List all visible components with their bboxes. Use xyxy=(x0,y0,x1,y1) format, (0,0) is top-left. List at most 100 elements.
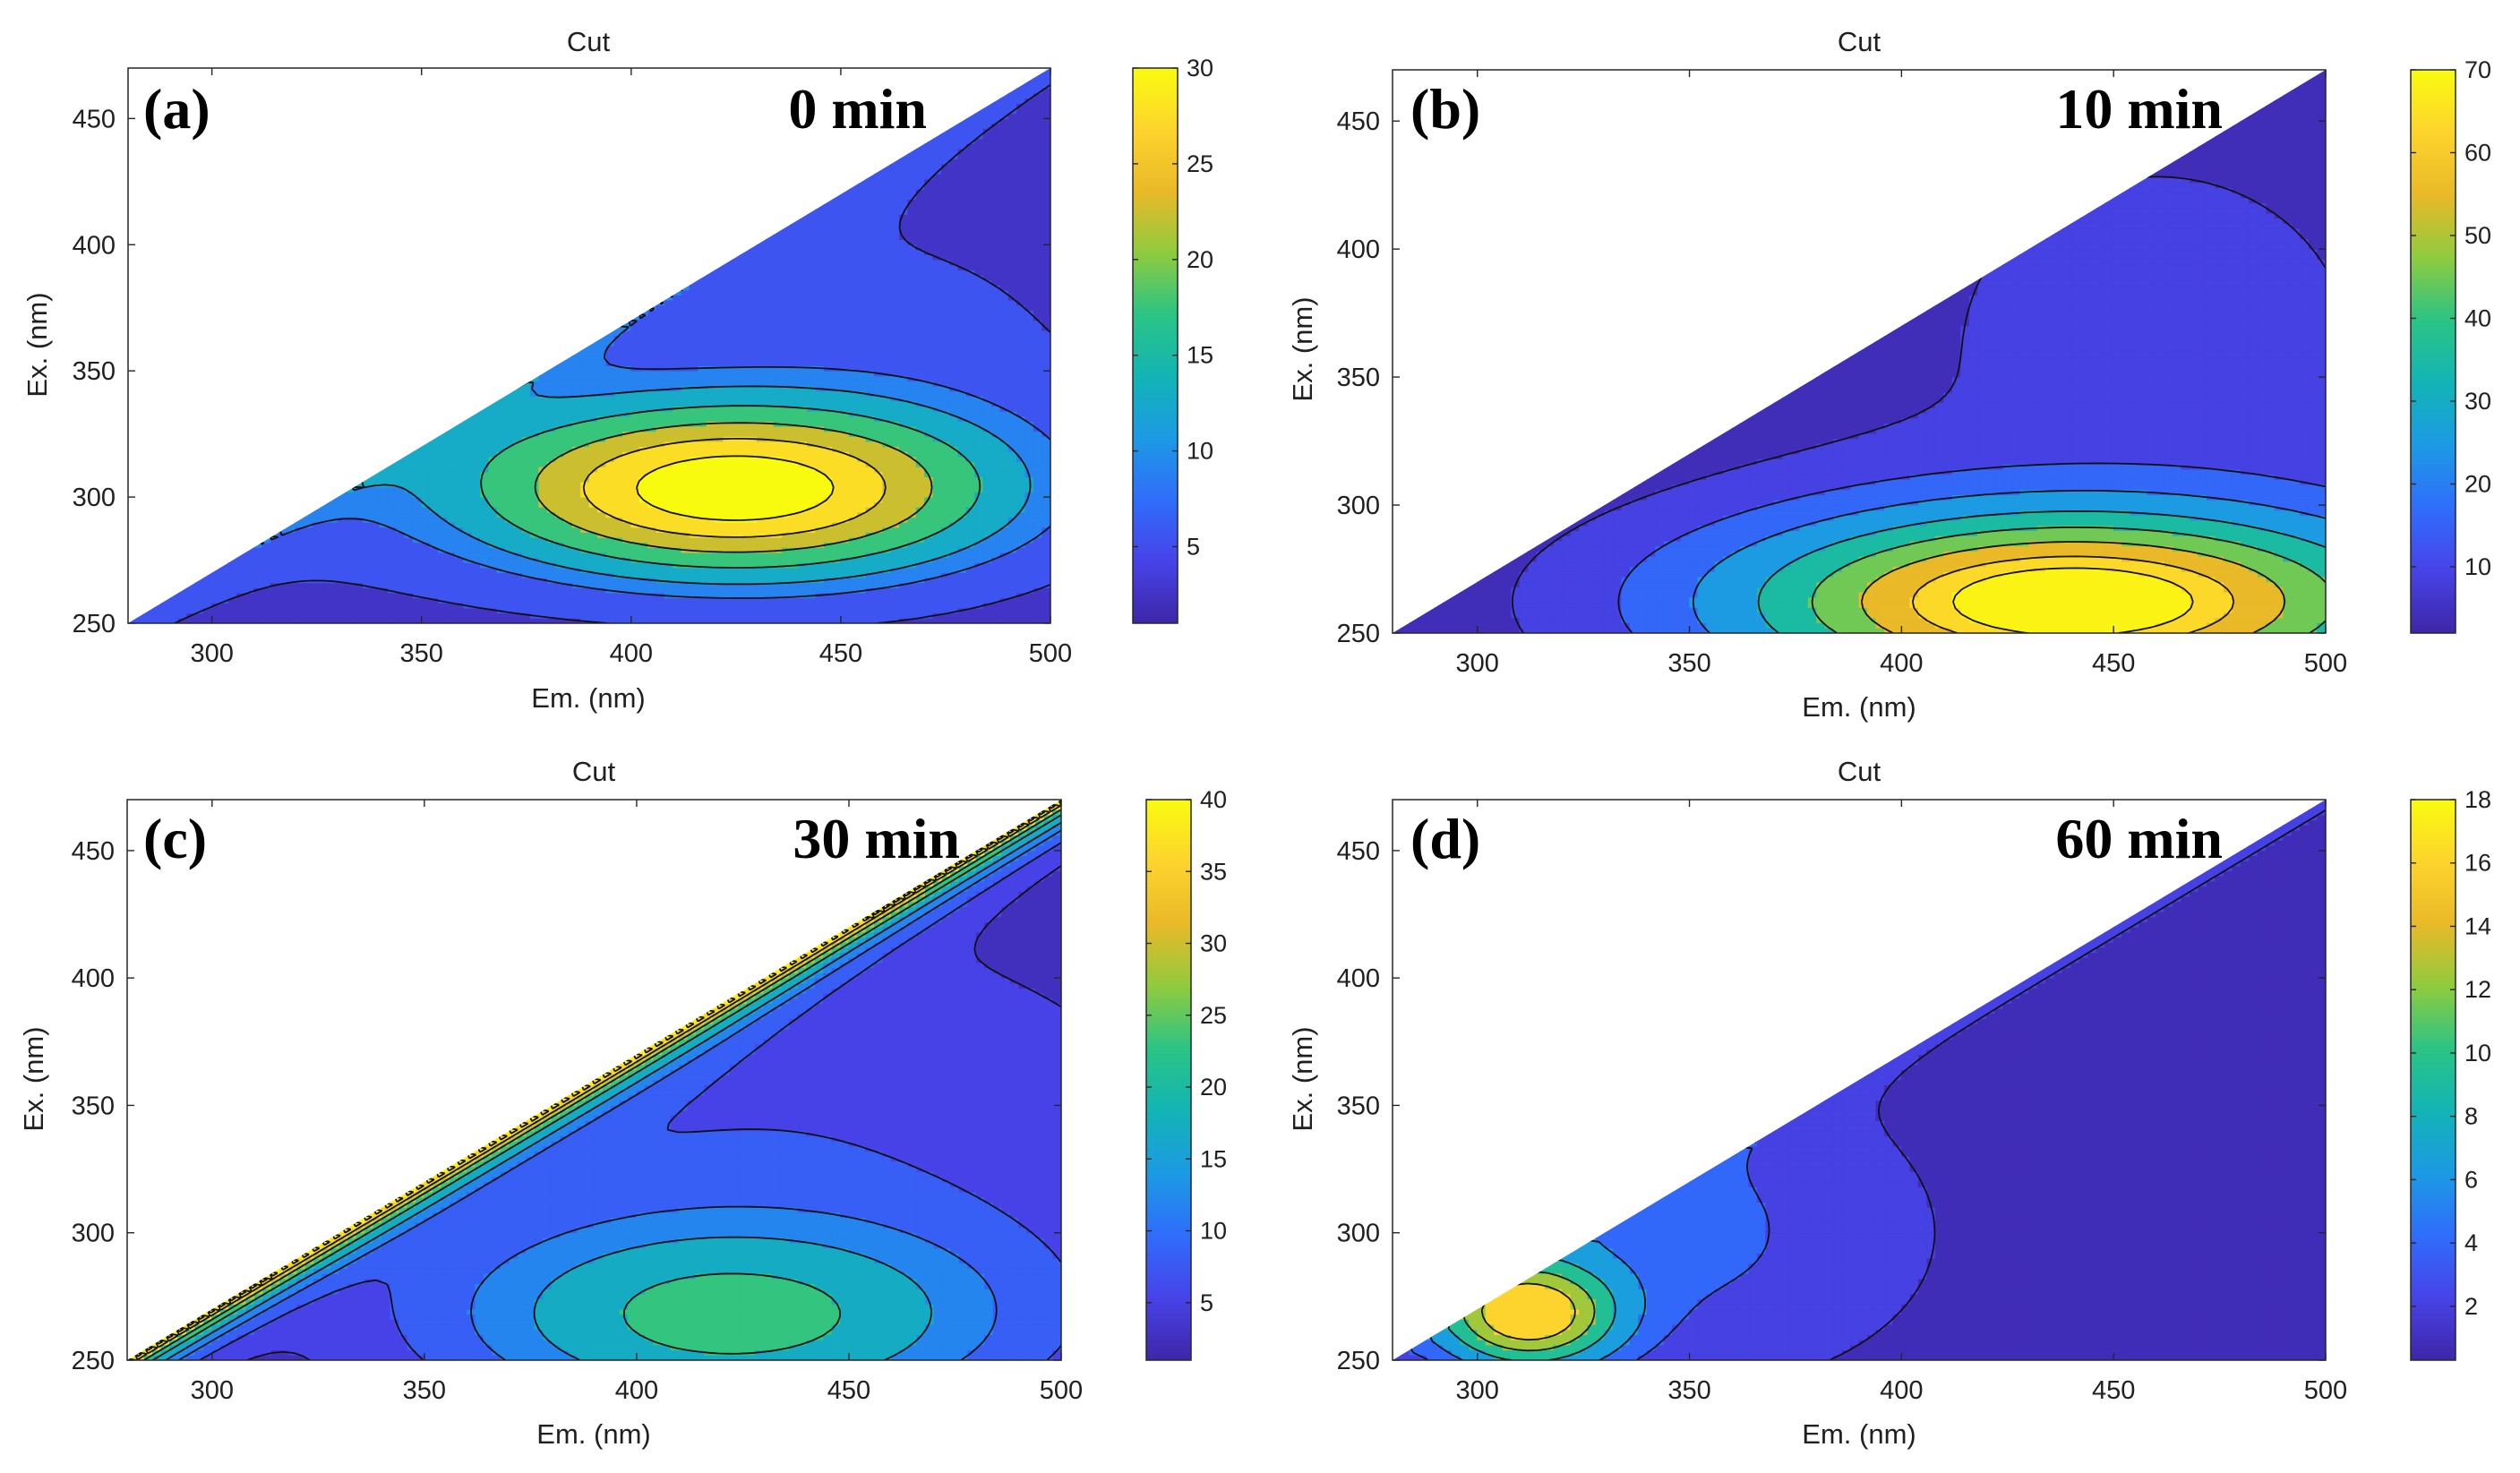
panel-a-contour-cell xyxy=(630,592,640,599)
panel-a-contour-cell xyxy=(698,375,707,381)
panel-a-contour-cell xyxy=(698,335,707,341)
panel-a-contour-cell xyxy=(698,295,707,301)
panel-a-contour-cell xyxy=(698,395,707,402)
panel-a-contour-cell xyxy=(563,436,573,442)
panel-a-contour-cell xyxy=(588,441,598,448)
panel-a-contour-cell xyxy=(521,547,531,553)
panel-a-contour-cell xyxy=(438,567,448,574)
panel-a-contour-cell xyxy=(873,400,884,407)
panel-a-contour-cell xyxy=(639,400,648,407)
panel-a-contour-cell xyxy=(848,572,859,578)
panel-a-contour-cell xyxy=(748,395,758,402)
panel-a-contour-cell xyxy=(899,249,909,255)
panel-a-contour-cell xyxy=(932,264,942,270)
panel-a-contour-cell xyxy=(873,521,884,528)
panel-a-contour-cell xyxy=(546,527,556,533)
panel-a-contour-cell xyxy=(857,289,867,296)
panel-a-contour-cell xyxy=(647,597,657,604)
panel-a-contour-cell xyxy=(521,527,531,533)
panel-a-contour-cell xyxy=(932,163,942,170)
panel-a-contour-cell xyxy=(630,431,640,437)
panel-a-contour-cell xyxy=(832,218,842,226)
panel-a-contour-cell xyxy=(656,446,665,452)
panel-a-contour-cell xyxy=(681,456,690,463)
panel-a-contour-cell xyxy=(756,395,767,402)
panel-a-contour-cell xyxy=(706,561,716,569)
panel-a-contour-cell xyxy=(681,370,690,377)
panel-a-contour-cell xyxy=(748,390,758,397)
panel-a-contour-cell xyxy=(354,492,364,498)
panel-a-contour-cell xyxy=(765,446,775,452)
panel-a-contour-cell xyxy=(177,587,187,594)
panel-a-contour-cell xyxy=(613,607,623,614)
panel-a-contour-cell xyxy=(840,381,850,387)
panel-a-contour-cell xyxy=(479,597,490,604)
panel-a-contour-cell xyxy=(538,436,548,442)
panel-a-contour-cell xyxy=(781,345,792,352)
panel-a-contour-cell xyxy=(513,415,523,422)
panel-a-contour-cell xyxy=(546,536,556,544)
panel-a-contour-cell xyxy=(924,607,934,614)
panel-a-contour-cell xyxy=(823,370,833,377)
panel-a-contour-cell xyxy=(840,395,850,402)
panel-a-contour-cell xyxy=(664,492,674,498)
panel-a-contour-cell xyxy=(622,436,632,442)
panel-a-contour-cell xyxy=(698,471,707,477)
panel-a-contour-cell xyxy=(513,557,523,563)
panel-a-contour-cell xyxy=(832,466,842,473)
panel-a-contour-cell xyxy=(848,320,859,326)
panel-a-contour-cell xyxy=(656,527,665,533)
panel-a-contour-cell xyxy=(740,345,750,352)
panel-a-contour-cell xyxy=(790,486,800,492)
panel-a-contour-cell xyxy=(706,527,716,533)
panel-a-contour-cell xyxy=(698,289,707,296)
panel-a-contour-cell xyxy=(563,511,573,518)
panel-a-contour-cell xyxy=(622,527,632,533)
panel-a-contour-cell xyxy=(815,587,825,594)
panel-a-contour-cell xyxy=(773,492,783,498)
panel-a-contour-cell xyxy=(798,299,808,306)
panel-a-contour-cell xyxy=(848,552,859,559)
panel-a-contour-cell xyxy=(605,339,615,347)
panel-a-contour-cell xyxy=(639,310,648,316)
panel-a-contour-cell xyxy=(304,532,313,538)
panel-a-contour-cell xyxy=(404,486,414,492)
panel-a-contour-cell xyxy=(580,360,590,366)
panel-a-contour-cell xyxy=(521,395,531,402)
panel-a-contour-cell xyxy=(664,603,674,609)
panel-a-contour-cell xyxy=(756,572,767,578)
panel-a-contour-cell xyxy=(823,339,833,347)
panel-a-contour-cell xyxy=(429,486,439,492)
panel-a-contour-cell xyxy=(798,350,808,356)
panel-a-contour-cell xyxy=(940,406,951,412)
panel-a-contour-cell xyxy=(907,617,917,623)
panel-a-contour-cell xyxy=(790,228,800,236)
panel-a-contour-cell xyxy=(656,360,665,366)
panel-a-contour-cell xyxy=(471,567,481,574)
panel-a-contour-cell xyxy=(563,450,573,458)
panel-a-contour-cell xyxy=(857,557,867,563)
panel-a-contour-cell xyxy=(664,320,674,326)
panel-a-contour-cell xyxy=(781,254,792,261)
panel-a-contour-cell xyxy=(337,612,347,619)
panel-a-contour-cell xyxy=(563,471,573,477)
panel-a-contour-cell xyxy=(571,476,582,483)
panel-a-contour-cell xyxy=(630,370,640,377)
panel-a-contour-cell xyxy=(740,450,750,458)
panel-a-contour-cell xyxy=(555,592,565,599)
panel-a-contour-cell xyxy=(915,527,925,533)
panel-a-contour-cell xyxy=(186,617,196,623)
panel-a-contour-cell xyxy=(396,572,406,578)
panel-a-contour-cell xyxy=(647,536,657,544)
panel-a-contour-cell xyxy=(790,218,800,226)
panel-a-contour-cell xyxy=(756,355,767,362)
panel-a-contour-cell xyxy=(446,597,456,604)
panel-a-contour-cell xyxy=(530,395,540,402)
panel-a-contour-cell xyxy=(748,506,758,513)
panel-a-contour-cell xyxy=(656,572,665,578)
panel-a-contour-cell xyxy=(530,542,540,548)
panel-a-contour-cell xyxy=(605,355,615,362)
panel-a-contour-cell xyxy=(915,184,925,190)
panel-a-contour-cell xyxy=(496,431,506,437)
panel-a-contour-cell xyxy=(890,304,900,311)
